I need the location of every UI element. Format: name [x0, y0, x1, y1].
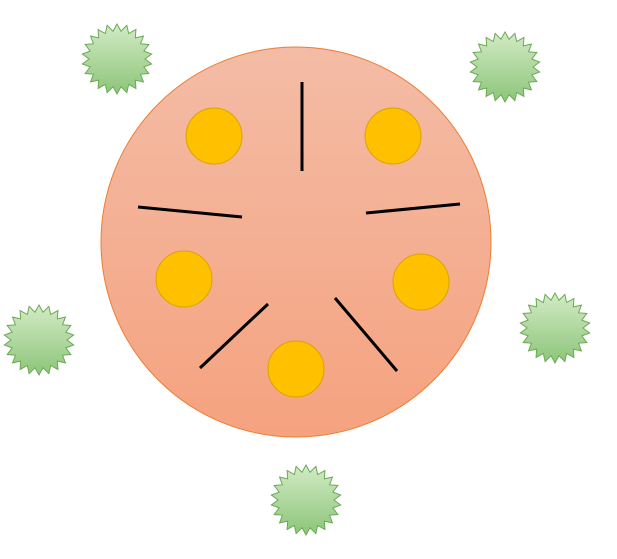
coin-group — [155, 107, 450, 398]
starburst-icon — [469, 30, 541, 104]
coin-icon — [364, 107, 422, 165]
starburst-icon — [81, 22, 153, 96]
coin-icon — [392, 253, 450, 311]
starburst-icon — [3, 303, 75, 377]
divider-group — [137, 82, 461, 372]
divider-line-bottom-left — [198, 302, 270, 370]
divider-line-right — [365, 202, 461, 215]
starburst-icon — [519, 291, 591, 365]
divider-line-bottom-right — [333, 297, 399, 372]
coin-icon — [185, 107, 243, 165]
divider-line-left — [137, 205, 243, 219]
starburst-icon — [270, 463, 342, 537]
coin-icon — [267, 340, 325, 398]
starburst-group — [3, 22, 591, 537]
coin-icon — [155, 250, 213, 308]
